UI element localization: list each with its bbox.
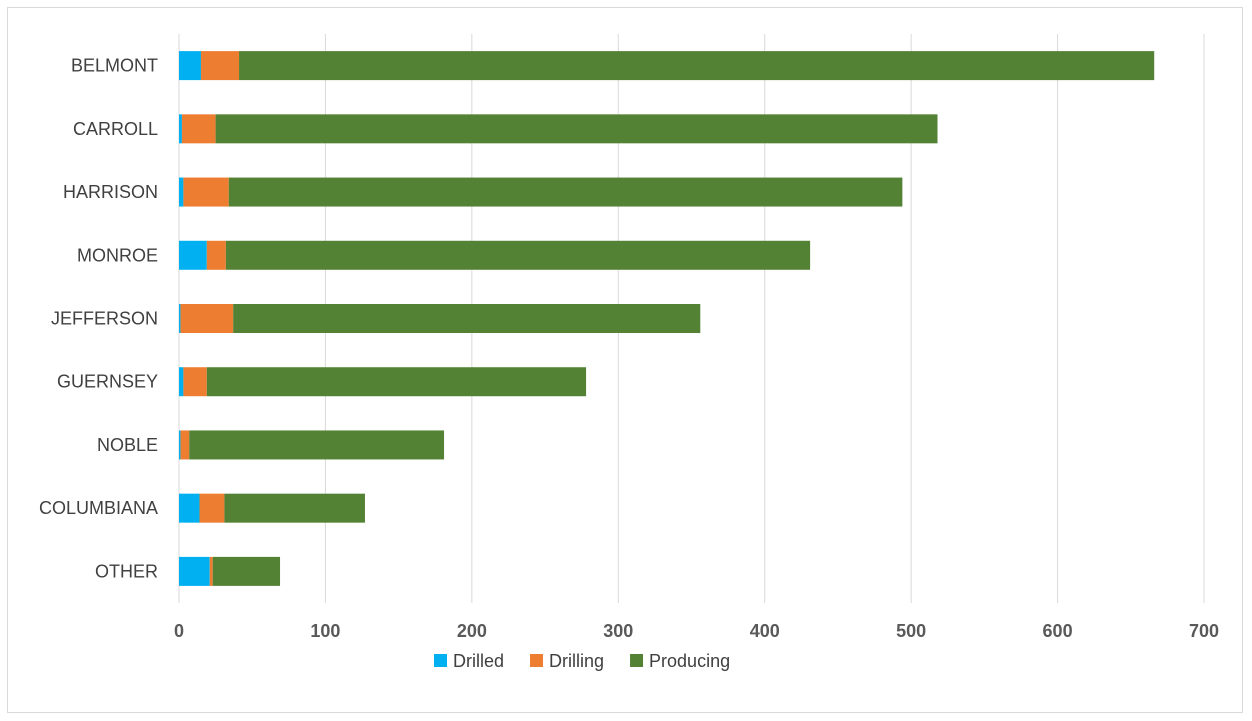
category-label: CARROLL — [73, 119, 158, 139]
bar-segment-drilled — [179, 177, 184, 207]
category-label: BELMONT — [71, 56, 158, 76]
bar-segment-producing — [233, 304, 701, 333]
bar-segment-drilled — [179, 304, 181, 333]
bar-segment-drilling — [181, 114, 216, 144]
bar-segment-drilling — [183, 177, 229, 207]
category-label: GUERNSEY — [57, 372, 158, 392]
bar-segment-drilled — [179, 114, 182, 144]
x-tick-label: 200 — [457, 621, 487, 641]
bar-segment-drilling — [206, 240, 226, 270]
bar-segment-drilling — [180, 304, 234, 333]
bar-segment-drilling — [200, 51, 240, 81]
category-label: HARRISON — [63, 182, 158, 202]
bar-segment-drilled — [179, 367, 184, 397]
category-label: COLUMBIANA — [39, 498, 158, 518]
x-tick-label: 100 — [310, 621, 340, 641]
bar-segment-drilled — [179, 556, 210, 586]
bar-segment-producing — [225, 240, 811, 270]
bar-segment-producing — [215, 114, 938, 144]
legend: Drilled Drilling Producing — [434, 651, 730, 671]
legend-swatch — [530, 654, 544, 667]
x-tick-label: 500 — [896, 621, 926, 641]
bar-segment-drilling — [183, 367, 207, 397]
category-label: MONROE — [77, 245, 158, 265]
bar-segment-producing — [189, 430, 445, 460]
category-label: JEFFERSON — [51, 309, 158, 329]
bar-segment-drilling — [209, 556, 213, 586]
x-tick-labels: 0 100 200 300 400 500 600 700 — [174, 621, 1219, 641]
bar-segment-producing — [224, 493, 365, 523]
bar-segment-producing — [206, 367, 587, 397]
bars — [179, 51, 1155, 586]
bar-segment-drilling — [180, 430, 190, 460]
legend-label: Producing — [649, 651, 730, 671]
legend-label: Drilling — [549, 651, 604, 671]
x-tick-label: 300 — [603, 621, 633, 641]
category-label: OTHER — [95, 561, 158, 581]
legend-swatch — [630, 654, 644, 667]
x-tick-label: 0 — [174, 621, 184, 641]
x-tick-label: 400 — [750, 621, 780, 641]
bar-segment-producing — [212, 556, 281, 586]
x-tick-label: 600 — [1043, 621, 1073, 641]
bar-segment-drilled — [179, 240, 207, 270]
legend-swatch — [434, 654, 447, 667]
category-labels: BELMONT CARROLL HARRISON MONROE JEFFERSON GUE… — [39, 56, 158, 582]
bar-segment-drilled — [179, 51, 201, 81]
category-label: NOBLE — [97, 435, 158, 455]
bar-segment-drilling — [199, 493, 225, 523]
x-tick-label: 700 — [1189, 621, 1219, 641]
legend-label: Drilled — [453, 651, 504, 671]
bar-segment-producing — [239, 51, 1155, 81]
bar-segment-producing — [228, 177, 903, 207]
bar-segment-drilled — [179, 493, 200, 523]
bar-segment-drilled — [179, 430, 181, 460]
